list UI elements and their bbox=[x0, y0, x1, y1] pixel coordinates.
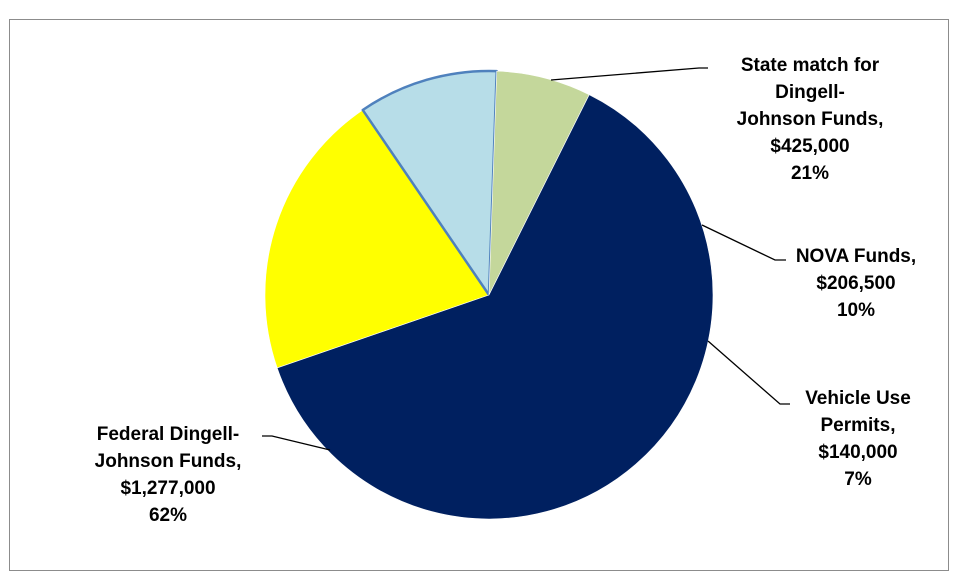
leader-line bbox=[262, 435, 331, 451]
slice-labels: State match for Dingell- Johnson Funds, $42… bbox=[95, 55, 917, 526]
slice-nova-funds bbox=[361, 69, 498, 297]
leader-line bbox=[707, 340, 790, 405]
slice-federal-dingell-johnson bbox=[276, 94, 714, 520]
label-federal-dingell-johnson: Federal Dingell- Johnson Funds, $1,277,000… bbox=[95, 424, 242, 526]
leader-line bbox=[701, 224, 786, 261]
slice-label-line: State match for bbox=[741, 55, 880, 76]
slice-label-line: Johnson Funds, bbox=[737, 109, 884, 130]
slice-label-line: 10% bbox=[837, 300, 875, 321]
slice-label-line: 7% bbox=[844, 469, 872, 490]
pie-slices bbox=[264, 69, 714, 520]
label-nova-funds: NOVA Funds, $206,500 10% bbox=[796, 246, 916, 321]
slice-label-line: Permits, bbox=[821, 415, 896, 436]
slice-label-line: 21% bbox=[791, 163, 829, 184]
slice-label-line: 62% bbox=[149, 505, 187, 526]
slice-label-line: NOVA Funds, bbox=[796, 246, 916, 267]
leader-lines bbox=[262, 67, 790, 451]
slice-label-line: $140,000 bbox=[818, 442, 897, 463]
slice-label-line: $1,277,000 bbox=[120, 478, 215, 499]
label-state-match: State match for Dingell- Johnson Funds, $42… bbox=[737, 55, 884, 184]
slice-label-line: Vehicle Use bbox=[805, 388, 911, 409]
slice-label-line: Johnson Funds, bbox=[95, 451, 242, 472]
slice-label-line: $425,000 bbox=[770, 136, 849, 157]
leader-line bbox=[550, 67, 708, 81]
slice-label-line: $206,500 bbox=[816, 273, 895, 294]
slice-label-line: Federal Dingell- bbox=[97, 424, 240, 445]
slice-label-line: Dingell- bbox=[775, 82, 845, 103]
label-vehicle-use-permits: Vehicle Use Permits, $140,000 7% bbox=[805, 388, 911, 490]
slice-state-match bbox=[264, 109, 490, 369]
